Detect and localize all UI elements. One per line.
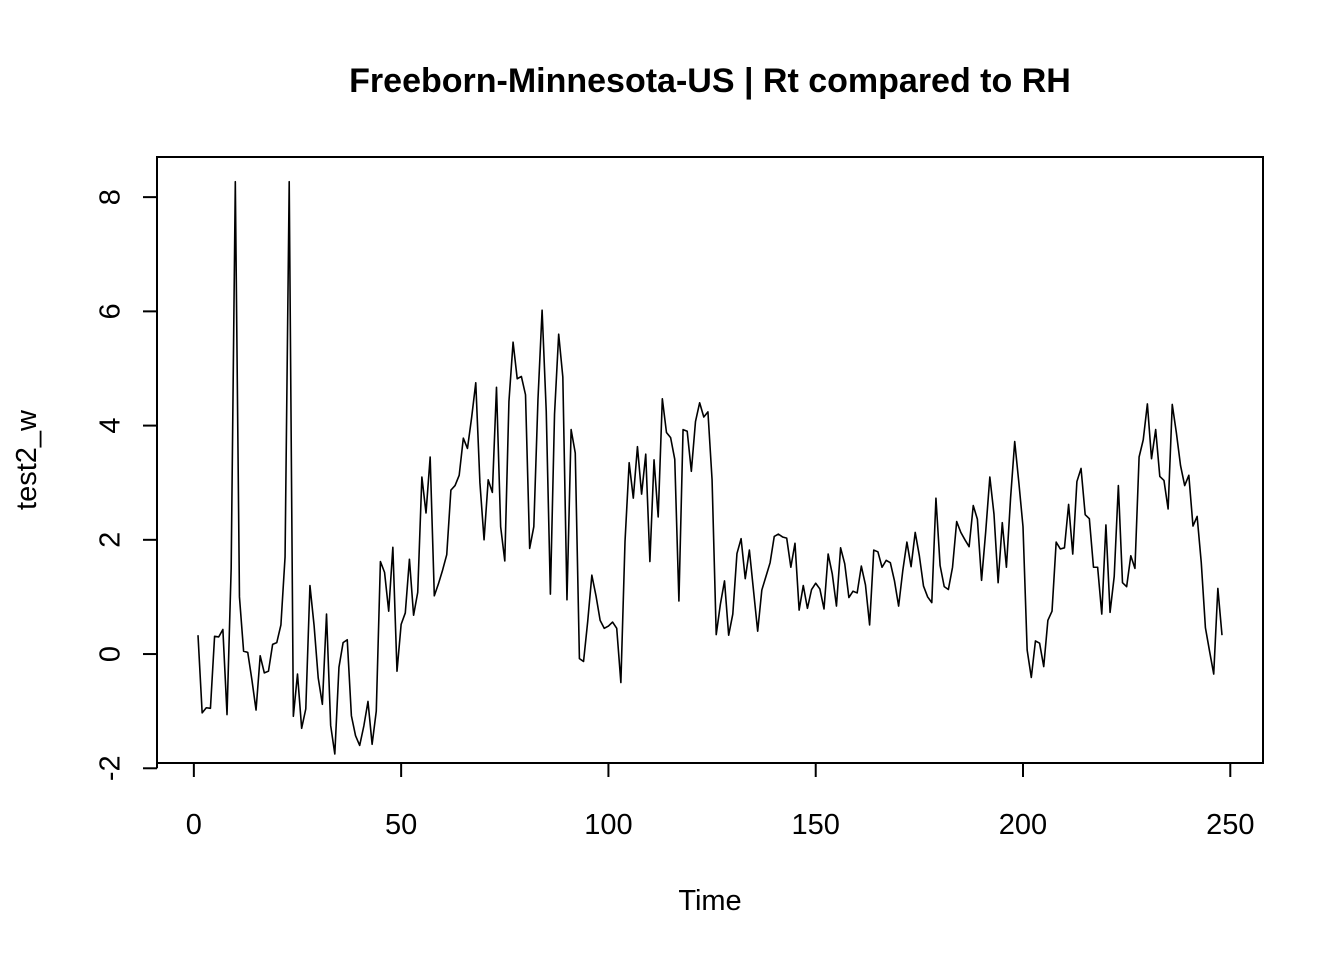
x-axis: 0 50 100 150 200 250: [186, 762, 1254, 841]
y-axis: -2 0 2 4 6 8: [95, 189, 158, 781]
x-tick-label: 250: [1206, 809, 1254, 841]
y-axis-label: test2_w: [11, 409, 43, 510]
y-tick-label: 0: [95, 646, 127, 662]
y-tick-label: 4: [95, 418, 127, 434]
y-tick-label: 8: [95, 189, 127, 205]
chart-title: Freeborn-Minnesota-US | Rt compared to R…: [349, 62, 1071, 100]
x-tick-label: 200: [999, 809, 1047, 841]
x-tick-label: 100: [584, 809, 632, 841]
series-line: [197, 180, 1223, 755]
x-axis-label: Time: [678, 885, 741, 917]
y-tick-label: 2: [95, 532, 127, 548]
y-tick-label: 6: [95, 303, 127, 319]
plot-frame: [156, 156, 1264, 764]
x-tick-label: 0: [186, 809, 202, 841]
x-tick-label: 50: [385, 809, 417, 841]
x-tick-label: 150: [792, 809, 840, 841]
y-tick-label: -2: [95, 755, 127, 781]
